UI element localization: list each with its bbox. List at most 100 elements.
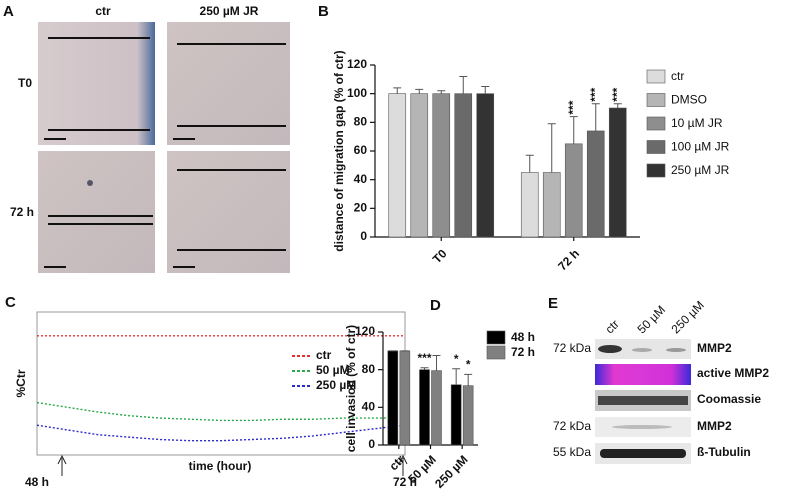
marker-label: 72 kDa: [553, 419, 591, 433]
significance: ***: [417, 351, 431, 365]
x-axis-label: time (hour): [189, 459, 252, 473]
row-label: ß-Tubulin: [697, 445, 751, 459]
lane-label: ctr: [602, 317, 621, 336]
column-label: 250 µM JR: [200, 4, 259, 18]
lane-label: 50 µM: [634, 303, 668, 337]
panel-label: E: [548, 295, 558, 312]
arrow: [398, 454, 408, 476]
legend-label: ctr: [316, 348, 332, 362]
band: [600, 449, 686, 458]
micrograph: [38, 22, 155, 145]
legend-swatch: [646, 116, 666, 131]
y-axis-label: %Ctr: [14, 369, 28, 397]
bar: [399, 350, 411, 446]
row-label: active MMP2: [697, 366, 769, 380]
error-bar: [437, 90, 446, 94]
lane-label: 250 µM: [668, 298, 706, 336]
significance: ***: [588, 87, 602, 101]
y-tick-label: 0: [360, 229, 367, 243]
error-bar: [415, 88, 424, 94]
legend-label: 250 µM JR: [671, 163, 730, 177]
marker-label: 55 kDa: [553, 445, 591, 459]
band: [598, 345, 622, 353]
row-label: MMP2: [697, 341, 732, 355]
band: [612, 425, 672, 429]
y-tick-label: 40: [362, 400, 376, 414]
row-label: MMP2: [697, 419, 732, 433]
legend-swatch: [646, 163, 666, 178]
bar: [564, 143, 583, 238]
legend-swatch: [646, 93, 666, 107]
bar: [388, 93, 407, 238]
arrow: [57, 454, 67, 476]
row-label: Coomassie: [697, 392, 761, 406]
error-bar: [525, 154, 534, 173]
y-tick-label: 120: [355, 324, 375, 338]
legend-label: 10 µM JR: [671, 116, 723, 130]
bar: [542, 172, 561, 238]
band: [632, 348, 652, 352]
legend-label: 250 µM: [316, 378, 356, 392]
legend-label: ctr: [671, 69, 684, 83]
row-label: 72 h: [10, 205, 34, 219]
x-tick-label: 48 h: [25, 475, 49, 489]
panel-label: D: [430, 297, 441, 314]
bar: [586, 130, 605, 238]
legend-swatch: [646, 140, 666, 154]
error-bar: [459, 75, 468, 94]
bar: [476, 93, 495, 238]
panel-label: A: [3, 3, 14, 20]
legend-swatch: [486, 330, 506, 345]
micrograph: [167, 151, 290, 273]
bar: [454, 93, 473, 238]
legend-label: 72 h: [511, 345, 535, 359]
x-tick-label: 72 h: [393, 475, 417, 489]
row-label: T0: [18, 76, 32, 90]
y-tick-label: 100: [347, 86, 367, 100]
legend-swatch: [486, 345, 506, 360]
error-bar: [613, 103, 622, 108]
band: [666, 348, 686, 352]
blots: [595, 339, 691, 464]
error-bar: [420, 367, 429, 370]
significance: *: [466, 358, 471, 372]
x-tick-label: 250 µM: [432, 452, 470, 490]
legend-label: DMSO: [671, 93, 707, 107]
speck: [87, 180, 93, 186]
error-bar: [452, 368, 461, 385]
micrograph: [167, 22, 290, 145]
legend-label: 48 h: [511, 330, 535, 344]
y-tick-label: 80: [362, 362, 376, 376]
marker-label: 72 kDa: [553, 341, 591, 355]
legend-label: 100 µM JR: [671, 140, 730, 154]
blot: [595, 364, 691, 385]
bar: [608, 107, 627, 238]
line: [36, 401, 405, 422]
error-bar: [481, 86, 490, 94]
y-tick-label: 0: [368, 437, 375, 451]
x-tick-label: 72 h: [555, 246, 582, 273]
error-bar: [547, 123, 556, 173]
legend-swatch: [646, 69, 666, 84]
error-bar: [432, 355, 441, 371]
significance: *: [454, 352, 459, 366]
x-tick-label: T0: [430, 246, 450, 266]
bar: [450, 384, 462, 446]
bar: [462, 385, 474, 446]
band: [598, 396, 688, 405]
legend-label: 50 µM: [316, 363, 350, 377]
y-axis-label: cell invasion (% of ctr): [344, 325, 358, 452]
bar: [387, 350, 399, 446]
error-bar: [464, 373, 473, 386]
y-axis-label: distance of migration gap (% of ctr): [332, 50, 346, 251]
y-tick-label: 120: [347, 57, 367, 71]
panel-label: C: [5, 294, 16, 311]
bar: [431, 370, 442, 446]
error-bar: [393, 87, 402, 94]
significance: ***: [566, 100, 580, 114]
bar: [432, 93, 451, 238]
bar: [520, 172, 539, 238]
error-bar: [591, 103, 600, 131]
micrograph: [38, 151, 155, 273]
